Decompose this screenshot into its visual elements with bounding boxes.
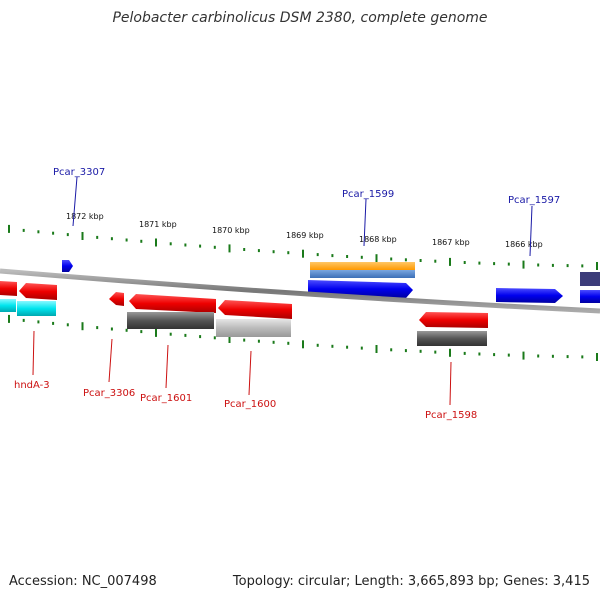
leader-pcar-1598 <box>449 361 452 406</box>
gene-pcar-1598-shadow[interactable] <box>417 331 487 346</box>
leader-pcar-1601 <box>165 344 169 389</box>
gene-pcar-1598[interactable] <box>419 312 488 328</box>
gene-pcar-1599-orange[interactable] <box>310 262 415 270</box>
gene-hnda-3-cyan[interactable] <box>17 301 56 316</box>
tick-label-1869: 1869 kbp <box>286 231 324 240</box>
label-pcar-3306[interactable]: Pcar_3306 <box>83 388 135 399</box>
tick-label-1872: 1872 kbp <box>66 212 104 221</box>
gene-pcar-3306[interactable] <box>109 292 124 306</box>
label-pcar-1597[interactable]: Pcar_1597 <box>508 195 560 206</box>
gene-edge-red[interactable] <box>0 281 17 296</box>
gene-pcar-1599-steel[interactable] <box>310 270 415 278</box>
topology-text: Topology: circular; Length: 3,665,893 bp… <box>232 574 590 589</box>
leader-pcar-1597 <box>529 205 533 257</box>
leader-pcar-3306 <box>108 338 113 383</box>
tick-label-1866: 1866 kbp <box>505 240 543 249</box>
gene-hnda-3[interactable] <box>19 283 57 300</box>
genome-backbone <box>0 268 600 314</box>
tick-row-bottom <box>8 314 598 361</box>
gene-pcar-1597[interactable] <box>496 288 563 303</box>
tick-label-1867: 1867 kbp <box>432 238 470 247</box>
gene-edge-dark[interactable] <box>580 272 600 286</box>
leader-pcar-1599 <box>363 198 367 247</box>
leader-pcar-3307 <box>72 176 78 227</box>
accession-text: Accession: NC_007498 <box>9 574 157 589</box>
label-pcar-1598[interactable]: Pcar_1598 <box>425 410 477 421</box>
gene-edge-blue[interactable] <box>580 290 600 303</box>
gene-edge-cyan[interactable] <box>0 299 16 312</box>
label-hnda-3[interactable]: hndA-3 <box>14 380 50 391</box>
map-title: Pelobacter carbinolicus DSM 2380, comple… <box>112 10 488 26</box>
gene-pcar-1600-shadow[interactable] <box>216 319 291 337</box>
tick-label-1868: 1868 kbp <box>359 235 397 244</box>
leader-pcar-1600 <box>248 350 252 396</box>
leader-hnda-3 <box>32 330 35 376</box>
label-pcar-1601[interactable]: Pcar_1601 <box>140 393 192 404</box>
label-pcar-3307[interactable]: Pcar_3307 <box>53 167 105 178</box>
gene-pcar-1601-shadow[interactable] <box>127 312 214 329</box>
gene-pcar-3307[interactable] <box>62 260 73 272</box>
gene-pcar-1600[interactable] <box>218 300 292 319</box>
label-pcar-1600[interactable]: Pcar_1600 <box>224 399 276 410</box>
label-pcar-1599[interactable]: Pcar_1599 <box>342 189 394 200</box>
gene-pcar-1601[interactable] <box>129 294 216 313</box>
tick-label-1870: 1870 kbp <box>212 226 250 235</box>
tick-row-top <box>8 224 598 270</box>
tick-label-1871: 1871 kbp <box>139 220 177 229</box>
